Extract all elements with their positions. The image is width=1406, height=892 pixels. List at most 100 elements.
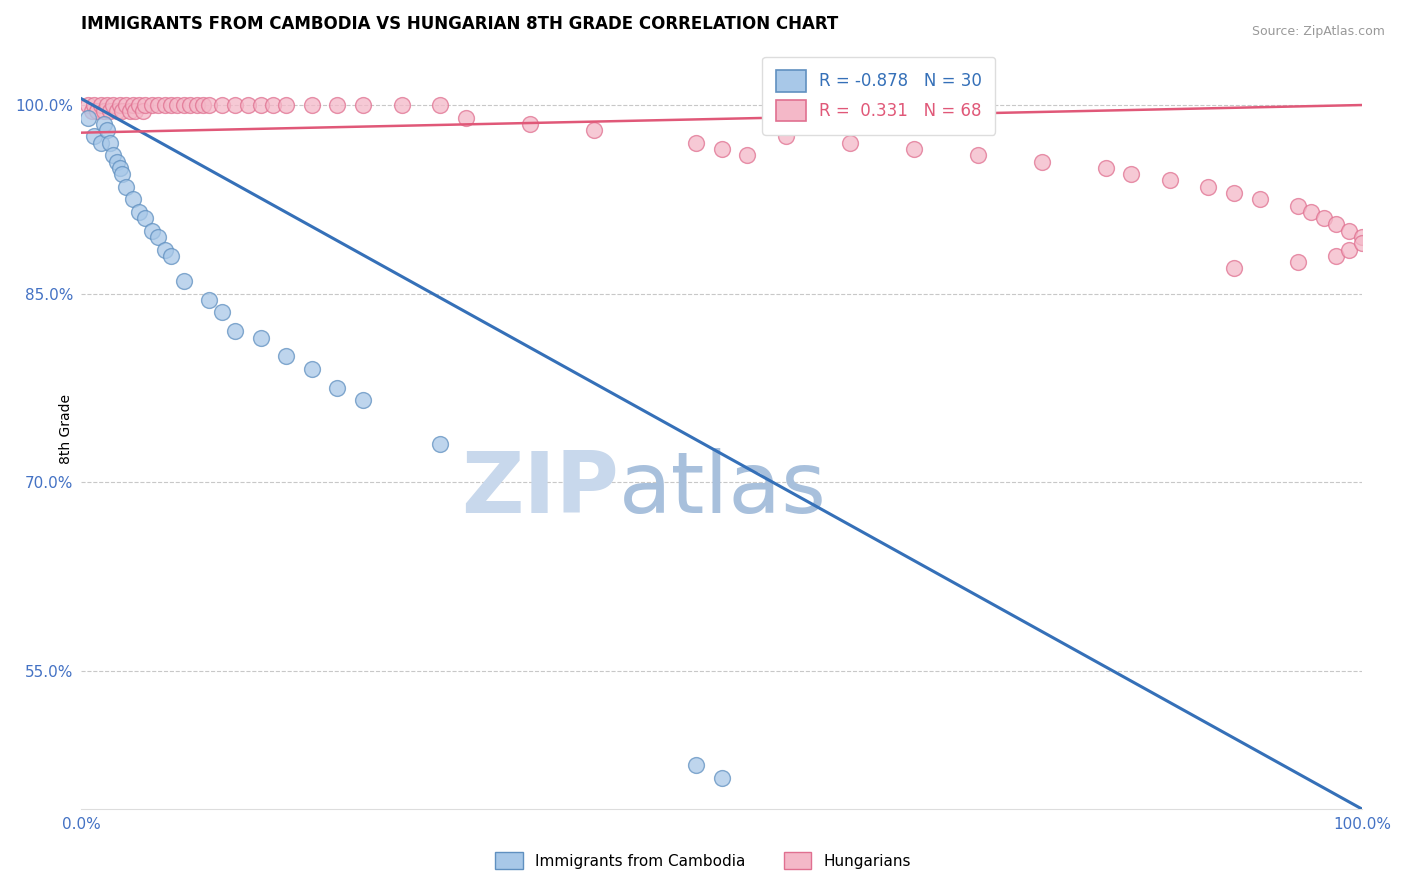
Point (90, 98, 112, 112)
Point (191, 98, 214, 112)
Point (735, 148, 758, 162)
Point (141, 98, 163, 112)
Text: atlas: atlas (619, 448, 827, 531)
Point (173, 274, 195, 288)
Point (276, 98, 298, 112)
Point (160, 249, 183, 263)
Point (1286, 198, 1309, 212)
Point (1324, 249, 1347, 263)
Point (86, 104, 108, 119)
Point (93, 117, 115, 131)
Point (352, 393, 374, 408)
Point (121, 192, 143, 206)
Point (249, 98, 271, 112)
Point (115, 179, 138, 194)
Point (1339, 224, 1361, 238)
Point (326, 381, 349, 395)
Point (198, 98, 221, 112)
Legend: Immigrants from Cambodia, Hungarians: Immigrants from Cambodia, Hungarians (489, 846, 917, 875)
Point (134, 211, 156, 226)
Point (775, 129, 797, 144)
Point (838, 136, 860, 150)
Point (1324, 218, 1347, 232)
Point (224, 98, 246, 112)
Point (1223, 186, 1246, 200)
Point (352, 98, 374, 112)
Point (146, 98, 169, 112)
Point (83, 129, 105, 144)
Point (1351, 230, 1374, 244)
Point (128, 98, 150, 112)
Point (173, 98, 195, 112)
Point (108, 98, 131, 112)
Point (166, 98, 188, 112)
Point (105, 154, 128, 169)
Point (160, 98, 183, 112)
Point (76, 98, 98, 112)
Point (710, 771, 733, 785)
Point (134, 98, 156, 112)
Point (582, 123, 605, 137)
Point (105, 104, 128, 119)
Point (118, 104, 141, 119)
Point (1286, 255, 1309, 269)
Point (146, 230, 169, 244)
Point (1351, 236, 1374, 251)
Point (685, 758, 707, 772)
Point (115, 98, 138, 112)
Point (80, 104, 103, 119)
Point (1299, 205, 1322, 219)
Point (429, 98, 451, 112)
Point (1197, 179, 1219, 194)
Legend: R = -0.878   N = 30, R =  0.331   N = 68: R = -0.878 N = 30, R = 0.331 N = 68 (762, 57, 995, 135)
Text: ZIP: ZIP (461, 448, 619, 531)
Point (519, 117, 541, 131)
Point (1159, 173, 1181, 187)
Point (186, 98, 208, 112)
Point (153, 243, 176, 257)
Point (76, 111, 98, 125)
Point (685, 136, 707, 150)
Point (1339, 243, 1361, 257)
Point (1121, 167, 1143, 181)
Point (326, 98, 349, 112)
Point (301, 362, 323, 376)
Point (1031, 154, 1053, 169)
Point (108, 161, 131, 175)
Point (236, 98, 259, 112)
Point (276, 350, 298, 364)
Text: IMMIGRANTS FROM CAMBODIA VS HUNGARIAN 8TH GRADE CORRELATION CHART: IMMIGRANTS FROM CAMBODIA VS HUNGARIAN 8T… (82, 15, 838, 33)
Point (301, 98, 323, 112)
Point (903, 142, 925, 156)
Point (211, 305, 233, 319)
Point (454, 111, 477, 125)
Point (124, 104, 146, 119)
Point (224, 324, 246, 338)
Point (98, 104, 121, 119)
Y-axis label: 8th Grade: 8th Grade (59, 393, 73, 464)
Point (1095, 161, 1118, 175)
Point (96, 98, 118, 112)
Text: Source: ZipAtlas.com: Source: ZipAtlas.com (1251, 25, 1385, 38)
Point (96, 123, 118, 137)
Point (198, 293, 221, 307)
Point (710, 142, 733, 156)
Point (90, 136, 112, 150)
Point (211, 98, 233, 112)
Point (141, 224, 163, 238)
Point (1223, 261, 1246, 276)
Point (103, 98, 125, 112)
Point (1249, 192, 1271, 206)
Point (93, 104, 115, 119)
Point (966, 148, 988, 162)
Point (132, 104, 155, 119)
Point (153, 98, 176, 112)
Point (249, 330, 271, 344)
Point (103, 148, 125, 162)
Point (128, 205, 150, 219)
Point (121, 98, 143, 112)
Point (262, 98, 284, 112)
Point (111, 167, 134, 181)
Point (83, 98, 105, 112)
Point (179, 98, 201, 112)
